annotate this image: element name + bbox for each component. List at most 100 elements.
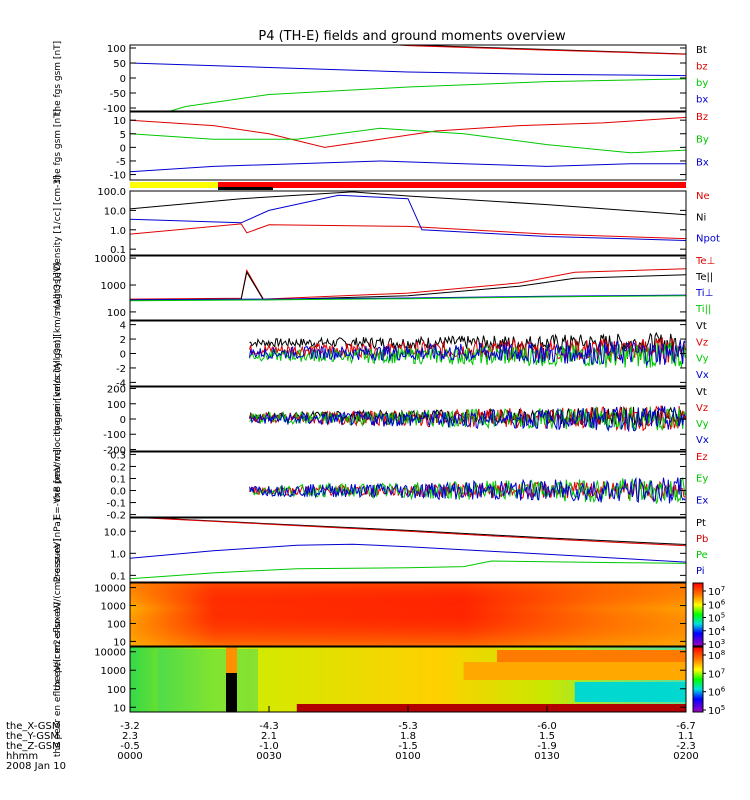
- series-ne-line: [130, 223, 686, 240]
- y-tick-label: 2: [120, 335, 126, 346]
- legend-label: by: [696, 78, 708, 89]
- panel-frame: [129, 451, 687, 518]
- y-tick-label: 0: [120, 74, 126, 85]
- panel-4: Te⊥ Te|| Ti⊥ Ti|| 10000 1000 100 magt3 [eV]: [53, 254, 715, 321]
- y-tick-label: 10000: [94, 254, 126, 265]
- x-tick-label: -1.5: [398, 741, 418, 752]
- y-tick-label: 0.1: [110, 571, 126, 582]
- series-bx-line: [130, 160, 686, 173]
- series-by-line: [168, 78, 686, 111]
- series-te--line: [130, 270, 686, 301]
- y-tick-label: 0.3: [110, 450, 126, 461]
- y-axis-label: the peir velocity gsm [km/s (All Qs)]: [53, 272, 63, 434]
- y-tick-label: 10.0: [104, 527, 126, 538]
- series-pb-line: [137, 518, 686, 547]
- date-label: 2008 Jan 10: [6, 761, 66, 772]
- y-tick-label: 100: [107, 400, 126, 411]
- y-axis-label: the peer velocity gsm [km/s (All Qs)]: [53, 336, 63, 501]
- panel-7: Ez Ey Ex 0.30.20.1 0.0-0.1-0.2 E=-VxB [mV/m]: [53, 449, 708, 521]
- x-tick-label: -0.5: [120, 741, 140, 752]
- x-tick-label: -6.0: [537, 721, 557, 732]
- orbit-bar-yellow: [130, 182, 218, 188]
- y-tick-label: 100: [107, 44, 126, 55]
- x-tick-label: 0200: [673, 751, 698, 762]
- series-ni-line: [130, 191, 686, 216]
- y-tick-label: 0.1: [110, 474, 126, 485]
- legend-label: Te⊥: [695, 256, 715, 267]
- colorbar-label: 104: [708, 625, 726, 638]
- legend-label: Ey: [696, 474, 708, 485]
- x-tick-label: 2.1: [261, 731, 277, 742]
- legend-label: bz: [696, 62, 708, 73]
- legend-label: Bx: [696, 157, 709, 168]
- series-bx-line: [130, 62, 686, 77]
- panel-frame: [129, 517, 687, 583]
- y-axis-label: the peer en eflux eV/(cm2-s-sr-eV): [53, 602, 63, 757]
- series-npot-line: [130, 194, 686, 241]
- series-bz-line: [130, 116, 686, 148]
- colorbar: [692, 646, 704, 713]
- y-tick-label: 10.0: [104, 206, 126, 217]
- heatmap-band-low: [574, 682, 686, 702]
- y-tick-label: -10: [110, 171, 126, 182]
- y-tick-label: 0.1: [110, 245, 126, 256]
- y-tick-label: 1000: [101, 666, 126, 677]
- series-pi-line: [130, 543, 686, 563]
- panel-8: Pt Pb Pe Pi 10.0 1.0 0.1 Pressure [nPa]: [53, 517, 708, 583]
- y-tick-label: 0: [120, 415, 126, 426]
- y-tick-label: 50: [113, 59, 126, 70]
- x-row-label: the_Y-GSM: [6, 731, 59, 742]
- y-tick-label: 0: [120, 143, 126, 154]
- series-ex-line: [249, 476, 686, 504]
- y-tick-label: 0: [120, 350, 126, 361]
- panel-3: Ne Ni Npot 100.0 10.0 1.0 0.1 Density [1/cc] [c…: [53, 175, 720, 270]
- x-tick-label: 0000: [117, 751, 142, 762]
- series-te--line: [130, 268, 686, 300]
- x-row-label: the_Z-GSM: [6, 741, 61, 752]
- legend-label: Ex: [696, 495, 708, 506]
- legend-label: Vx: [696, 435, 709, 446]
- x-row-label: the_X-GSM: [6, 721, 60, 732]
- series-by-line: [130, 127, 686, 154]
- legend-label: Vy: [696, 419, 709, 430]
- x-tick-label: 0030: [256, 751, 281, 762]
- y-tick-label: 10: [113, 703, 126, 714]
- y-tick-label: 100: [107, 308, 126, 319]
- panel-frame: [129, 190, 687, 256]
- y-tick-label: 100: [107, 685, 126, 696]
- heatmap-early: [157, 649, 258, 712]
- legend-label: Vt: [696, 387, 707, 398]
- y-tick-label: 1000: [101, 602, 126, 613]
- y-axis-label: the fgs gsm [nT]: [53, 41, 63, 115]
- panel-10: 108 107 106 105 10000 1000 100 10 the peer en ef…: [53, 602, 726, 757]
- y-tick-label: 0.0: [110, 487, 126, 498]
- panel-5: Vt Vz Vy Vx 4 2 0 -2 -4 the peir velocity gsm [km…: [53, 272, 709, 434]
- legend-label: Pb: [696, 534, 708, 545]
- x-tick-label: -5.3: [398, 721, 418, 732]
- x-tick-label: -1.9: [537, 741, 557, 752]
- x-tick-label: 0100: [395, 751, 420, 762]
- y-tick-label: -100: [103, 104, 126, 115]
- legend-label: Bz: [696, 112, 708, 123]
- y-tick-label: -2: [116, 364, 126, 375]
- y-tick-label: -5: [116, 157, 126, 168]
- legend-label: By: [696, 135, 709, 146]
- colorbar-label: 107: [708, 667, 725, 680]
- legend-label: Ez: [696, 452, 708, 463]
- series-vx-line: [249, 340, 686, 366]
- y-tick-label: 100.0: [97, 187, 126, 198]
- y-tick-label: 10000: [94, 648, 126, 659]
- y-axis-label: Density [1/cc] [cm-3]: [53, 175, 63, 270]
- colorbar-label: 103: [708, 638, 725, 651]
- x-row-label: hhmm: [6, 751, 38, 762]
- heatmap-band-high: [496, 650, 686, 662]
- x-tick-label: -6.7: [676, 721, 696, 732]
- legend-label: Vy: [696, 354, 709, 365]
- panel-2: Bz By Bx 10 5 0 -5 -10 the fgs gsm [nT]: [53, 109, 709, 183]
- y-tick-label: 4: [120, 321, 126, 332]
- x-tick-label: -1.0: [259, 741, 279, 752]
- y-axis-label: the peir en eflux eV/(cm2-s-sr-eV): [53, 538, 63, 690]
- legend-label: Vx: [696, 370, 709, 381]
- orbit-bar-red: [218, 182, 686, 188]
